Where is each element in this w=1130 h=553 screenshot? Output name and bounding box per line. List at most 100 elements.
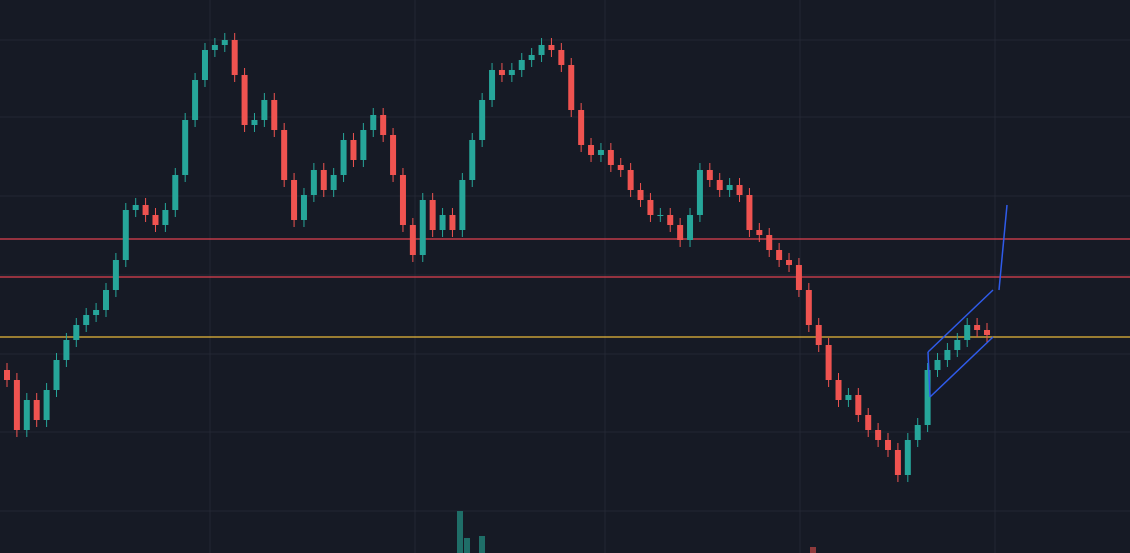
candle-body (865, 415, 872, 430)
candle-body (479, 100, 486, 140)
candle-body (746, 195, 753, 230)
candle-body (23, 400, 30, 430)
candle-body (251, 120, 258, 125)
candle-body (152, 215, 159, 225)
candle-body (736, 185, 743, 195)
candle-body (617, 165, 624, 170)
candle-body (320, 170, 327, 190)
candle-body (825, 345, 832, 380)
candle-body (281, 130, 288, 180)
candle-body (756, 230, 763, 235)
candle-body (944, 350, 951, 360)
candle-body (53, 360, 60, 390)
candle-body (637, 190, 644, 200)
candle-body (627, 170, 634, 190)
candle-body (954, 340, 961, 350)
candle-body (241, 75, 248, 125)
candle-body (93, 310, 100, 315)
candle-body (380, 115, 387, 135)
candle-body (845, 395, 852, 400)
candle-body (370, 115, 377, 130)
candle-body (63, 340, 70, 360)
volume-bar (457, 511, 463, 553)
candle-body (815, 325, 822, 345)
candle-body (528, 55, 535, 60)
candle-body (934, 360, 941, 370)
candle-body (677, 225, 684, 240)
candle-body (518, 60, 525, 70)
candle-body (469, 140, 476, 180)
candle-body (409, 225, 416, 255)
candle-body (489, 70, 496, 100)
candle-body (984, 330, 990, 335)
volume-bar (479, 536, 485, 553)
channel-lower (929, 336, 994, 398)
channel-side (927, 351, 931, 398)
candle-body (597, 150, 604, 155)
candle-body (390, 135, 397, 175)
levels (0, 238, 1130, 338)
candle-body (498, 70, 505, 75)
candle-body (271, 100, 278, 130)
candle-body (43, 390, 50, 420)
candle-body (162, 210, 169, 225)
candle-body (182, 120, 189, 175)
candle-body (399, 175, 406, 225)
candle-body (211, 45, 218, 50)
candle-body (429, 200, 436, 230)
candle-body (687, 215, 694, 240)
volume (457, 511, 816, 553)
candle-body (459, 180, 466, 230)
candle-body (83, 315, 90, 325)
candle-body (4, 370, 10, 380)
candle-body (894, 450, 901, 475)
candle-body (122, 210, 129, 260)
channel-upper (927, 289, 994, 353)
candle-body (726, 185, 733, 190)
candle-body (855, 395, 862, 415)
candle-body (924, 370, 931, 425)
candle-body (310, 170, 317, 195)
candle-body (904, 440, 911, 475)
candle-body (112, 260, 119, 290)
candle-body (330, 175, 337, 190)
candle-body (221, 40, 228, 45)
candle-body (449, 215, 456, 230)
candle-body (647, 200, 654, 215)
volume-bar (810, 547, 816, 553)
candle-body (607, 150, 614, 165)
candle-body (192, 80, 199, 120)
candle-body (786, 260, 793, 265)
candle-body (172, 175, 179, 210)
candles (4, 33, 990, 482)
candle-body (419, 200, 426, 255)
candle-body (360, 130, 367, 160)
candle-body (588, 145, 595, 155)
candle-body (261, 100, 268, 120)
candle-body (548, 45, 555, 50)
candle-body (33, 400, 40, 420)
candle-body (142, 205, 149, 215)
candle-body (231, 40, 238, 75)
candle-body (706, 170, 713, 180)
candle-body (974, 325, 981, 330)
candle-body (439, 215, 446, 230)
candle-body (291, 180, 298, 220)
candle-body (538, 45, 545, 55)
candle-body (201, 50, 208, 80)
candle-body (696, 170, 703, 215)
candle-body (13, 380, 20, 430)
candle-body (795, 265, 802, 290)
candle-body (657, 215, 664, 216)
candle-body (568, 65, 575, 110)
candle-body (73, 325, 80, 340)
candle-body (964, 325, 971, 340)
candle-body (350, 140, 357, 160)
candle-body (914, 425, 921, 440)
drawings (927, 204, 1008, 398)
volume-bar (464, 538, 470, 553)
candle-body (805, 290, 812, 325)
candle-body (667, 215, 674, 225)
